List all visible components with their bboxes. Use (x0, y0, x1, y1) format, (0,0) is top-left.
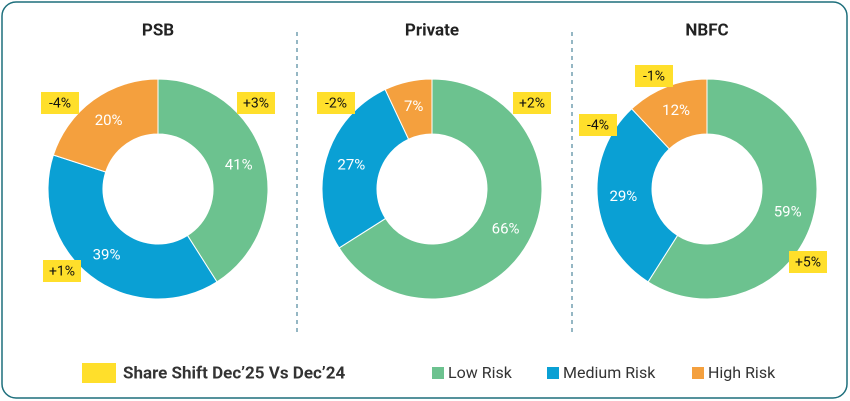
chart-title: Private (405, 20, 459, 40)
shift-box (635, 65, 673, 87)
slice-label: 59% (774, 202, 802, 220)
shift-box (43, 260, 81, 282)
shift-box (41, 92, 79, 114)
donut-slice (630, 78, 708, 150)
slice-label: 27% (337, 156, 365, 174)
shift-label: -4% (49, 96, 71, 112)
legend-swatch (82, 363, 116, 383)
shift-label: +2% (519, 96, 545, 112)
shift-box (789, 251, 827, 273)
shift-box (317, 92, 355, 114)
shift-box (237, 92, 275, 114)
slice-label: 39% (93, 245, 121, 263)
slice-label: 20% (95, 111, 123, 129)
donut-slice (47, 154, 218, 300)
donut-slice (384, 78, 433, 140)
shift-label: +3% (243, 96, 269, 112)
donut-slice (52, 78, 159, 173)
shift-label: +5% (795, 255, 821, 271)
chart-title: PSB (142, 20, 174, 40)
donut-slice (321, 88, 410, 249)
chart-title: NBFC (685, 20, 728, 40)
donut-slice (647, 78, 818, 300)
legend-label: Low Risk (448, 363, 513, 382)
donut-slice (338, 78, 543, 300)
legend-swatch (547, 367, 559, 379)
slice-label: 41% (225, 156, 253, 174)
shift-label: -2% (325, 96, 347, 112)
donut-slice (157, 78, 269, 283)
legend-label: Medium Risk (563, 363, 656, 382)
legend-swatch (432, 367, 444, 379)
legend-swatch (692, 367, 704, 379)
slice-label: 29% (609, 187, 637, 205)
legend-label: Share Shift Dec’25 Vs Dec’24 (123, 363, 345, 383)
shift-label: +1% (49, 264, 75, 280)
shift-box (513, 92, 551, 114)
shift-box (579, 114, 617, 136)
slice-label: 12% (662, 101, 690, 119)
donut-slice (596, 108, 679, 283)
shift-label: -4% (587, 118, 609, 134)
legend-label: High Risk (708, 363, 776, 382)
slice-label: 7% (404, 97, 423, 115)
shift-label: -1% (643, 69, 665, 85)
slice-label: 66% (492, 219, 520, 237)
